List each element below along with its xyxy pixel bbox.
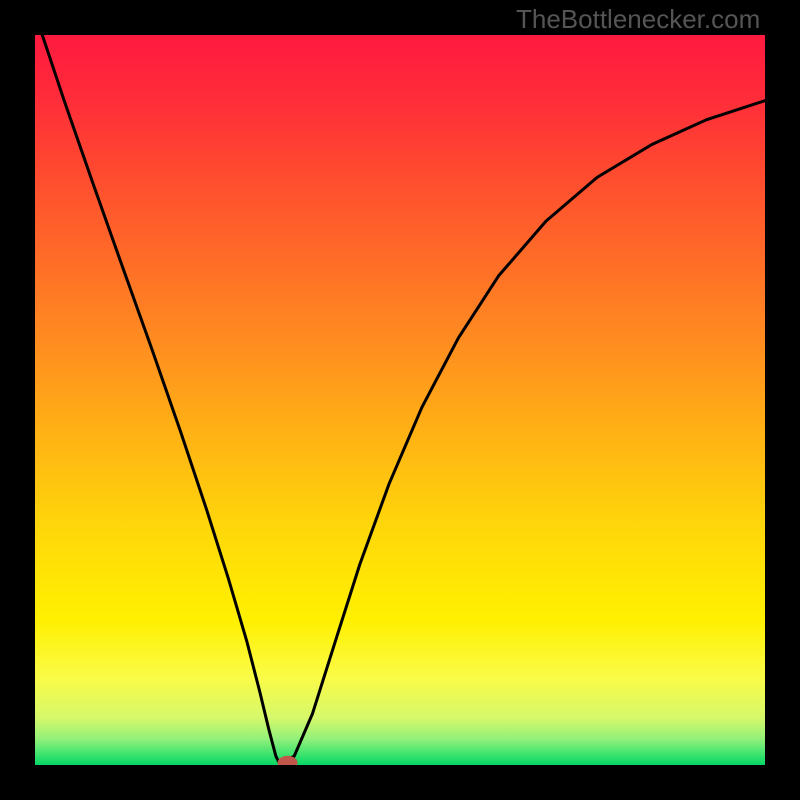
chart-root: TheBottlenecker.com: [0, 0, 800, 800]
plot-area: [35, 35, 765, 765]
frame-border-left: [0, 0, 35, 800]
gradient-background: [35, 35, 765, 765]
frame-border-right: [765, 0, 800, 800]
watermark-text: TheBottlenecker.com: [516, 4, 760, 35]
frame-border-bottom: [0, 765, 800, 800]
